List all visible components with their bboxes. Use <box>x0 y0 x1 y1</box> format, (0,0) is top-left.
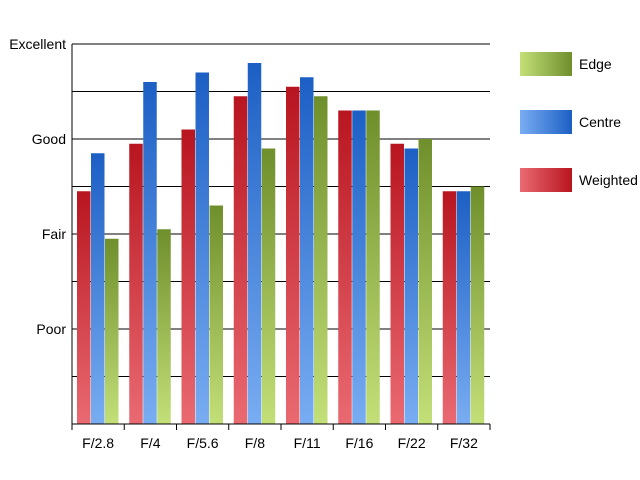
axes <box>71 44 491 430</box>
bar-weighted-f-22 <box>390 143 404 424</box>
bar-edge-f-16 <box>366 110 380 424</box>
legend-label-weighted: Weighted <box>579 172 638 188</box>
y-tick-label-fair: Fair <box>42 226 66 242</box>
bar-edge-f-5-6 <box>209 205 223 424</box>
bar-edge-f-8 <box>261 148 276 424</box>
legend-item-centre: Centre <box>520 110 621 134</box>
bar-weighted-f-32 <box>442 191 457 424</box>
y-tick-labels: Poor Fair Good Excellent <box>9 36 66 337</box>
bar-edge-f-4 <box>157 229 171 424</box>
x-tick-label-f-4: F/4 <box>140 435 160 451</box>
legend-item-weighted: Weighted <box>520 168 638 192</box>
bar-centre-f-8 <box>247 63 262 424</box>
legend-swatch-weighted <box>520 168 572 192</box>
bar-weighted-f-16 <box>338 110 352 424</box>
legend-swatch-centre <box>520 110 572 134</box>
x-tick-label-f-16: F/16 <box>345 435 373 451</box>
bar-centre-f-2-8 <box>91 153 105 424</box>
legend-label-centre: Centre <box>579 114 621 130</box>
x-tick-label-f-32: F/32 <box>450 435 478 451</box>
bar-weighted-f-11 <box>286 86 300 424</box>
bar-weighted-f-4 <box>129 143 143 424</box>
bar-centre-f-22 <box>404 148 418 424</box>
x-tick-label-f-11: F/11 <box>294 435 321 451</box>
bar-edge-f-11 <box>314 96 328 424</box>
x-tick-label-f-5-6: F/5.6 <box>187 435 219 451</box>
bar-weighted-f-8 <box>233 96 248 424</box>
x-tick-label-f-8: F/8 <box>245 435 265 451</box>
legend-item-edge: Edge <box>520 52 612 76</box>
y-tick-label-poor: Poor <box>36 321 66 337</box>
x-tick-label-f-2-8: F/2.8 <box>82 435 114 451</box>
y-tick-label-excellent: Excellent <box>9 36 66 52</box>
x-tick-labels: F/2.8 F/4 F/5.6 F/8 F/11 F/16 F/22 F/32 <box>82 435 478 451</box>
x-tick-label-f-22: F/22 <box>398 435 426 451</box>
bar-edge-f-32 <box>470 186 485 424</box>
y-tick-label-good: Good <box>32 131 66 147</box>
legend-label-edge: Edge <box>579 56 612 72</box>
bar-centre-f-5-6 <box>195 72 209 424</box>
bars <box>77 63 485 424</box>
bar-centre-f-16 <box>352 110 366 424</box>
bar-centre-f-32 <box>456 191 471 424</box>
legend: Edge Centre Weighted <box>520 52 638 192</box>
bar-centre-f-11 <box>300 77 314 424</box>
bar-centre-f-4 <box>143 82 157 424</box>
bar-edge-f-2-8 <box>105 238 119 424</box>
bar-weighted-f-5-6 <box>181 129 195 424</box>
bar-edge-f-22 <box>418 139 432 424</box>
legend-swatch-edge <box>520 52 572 76</box>
bar-weighted-f-2-8 <box>77 191 91 424</box>
